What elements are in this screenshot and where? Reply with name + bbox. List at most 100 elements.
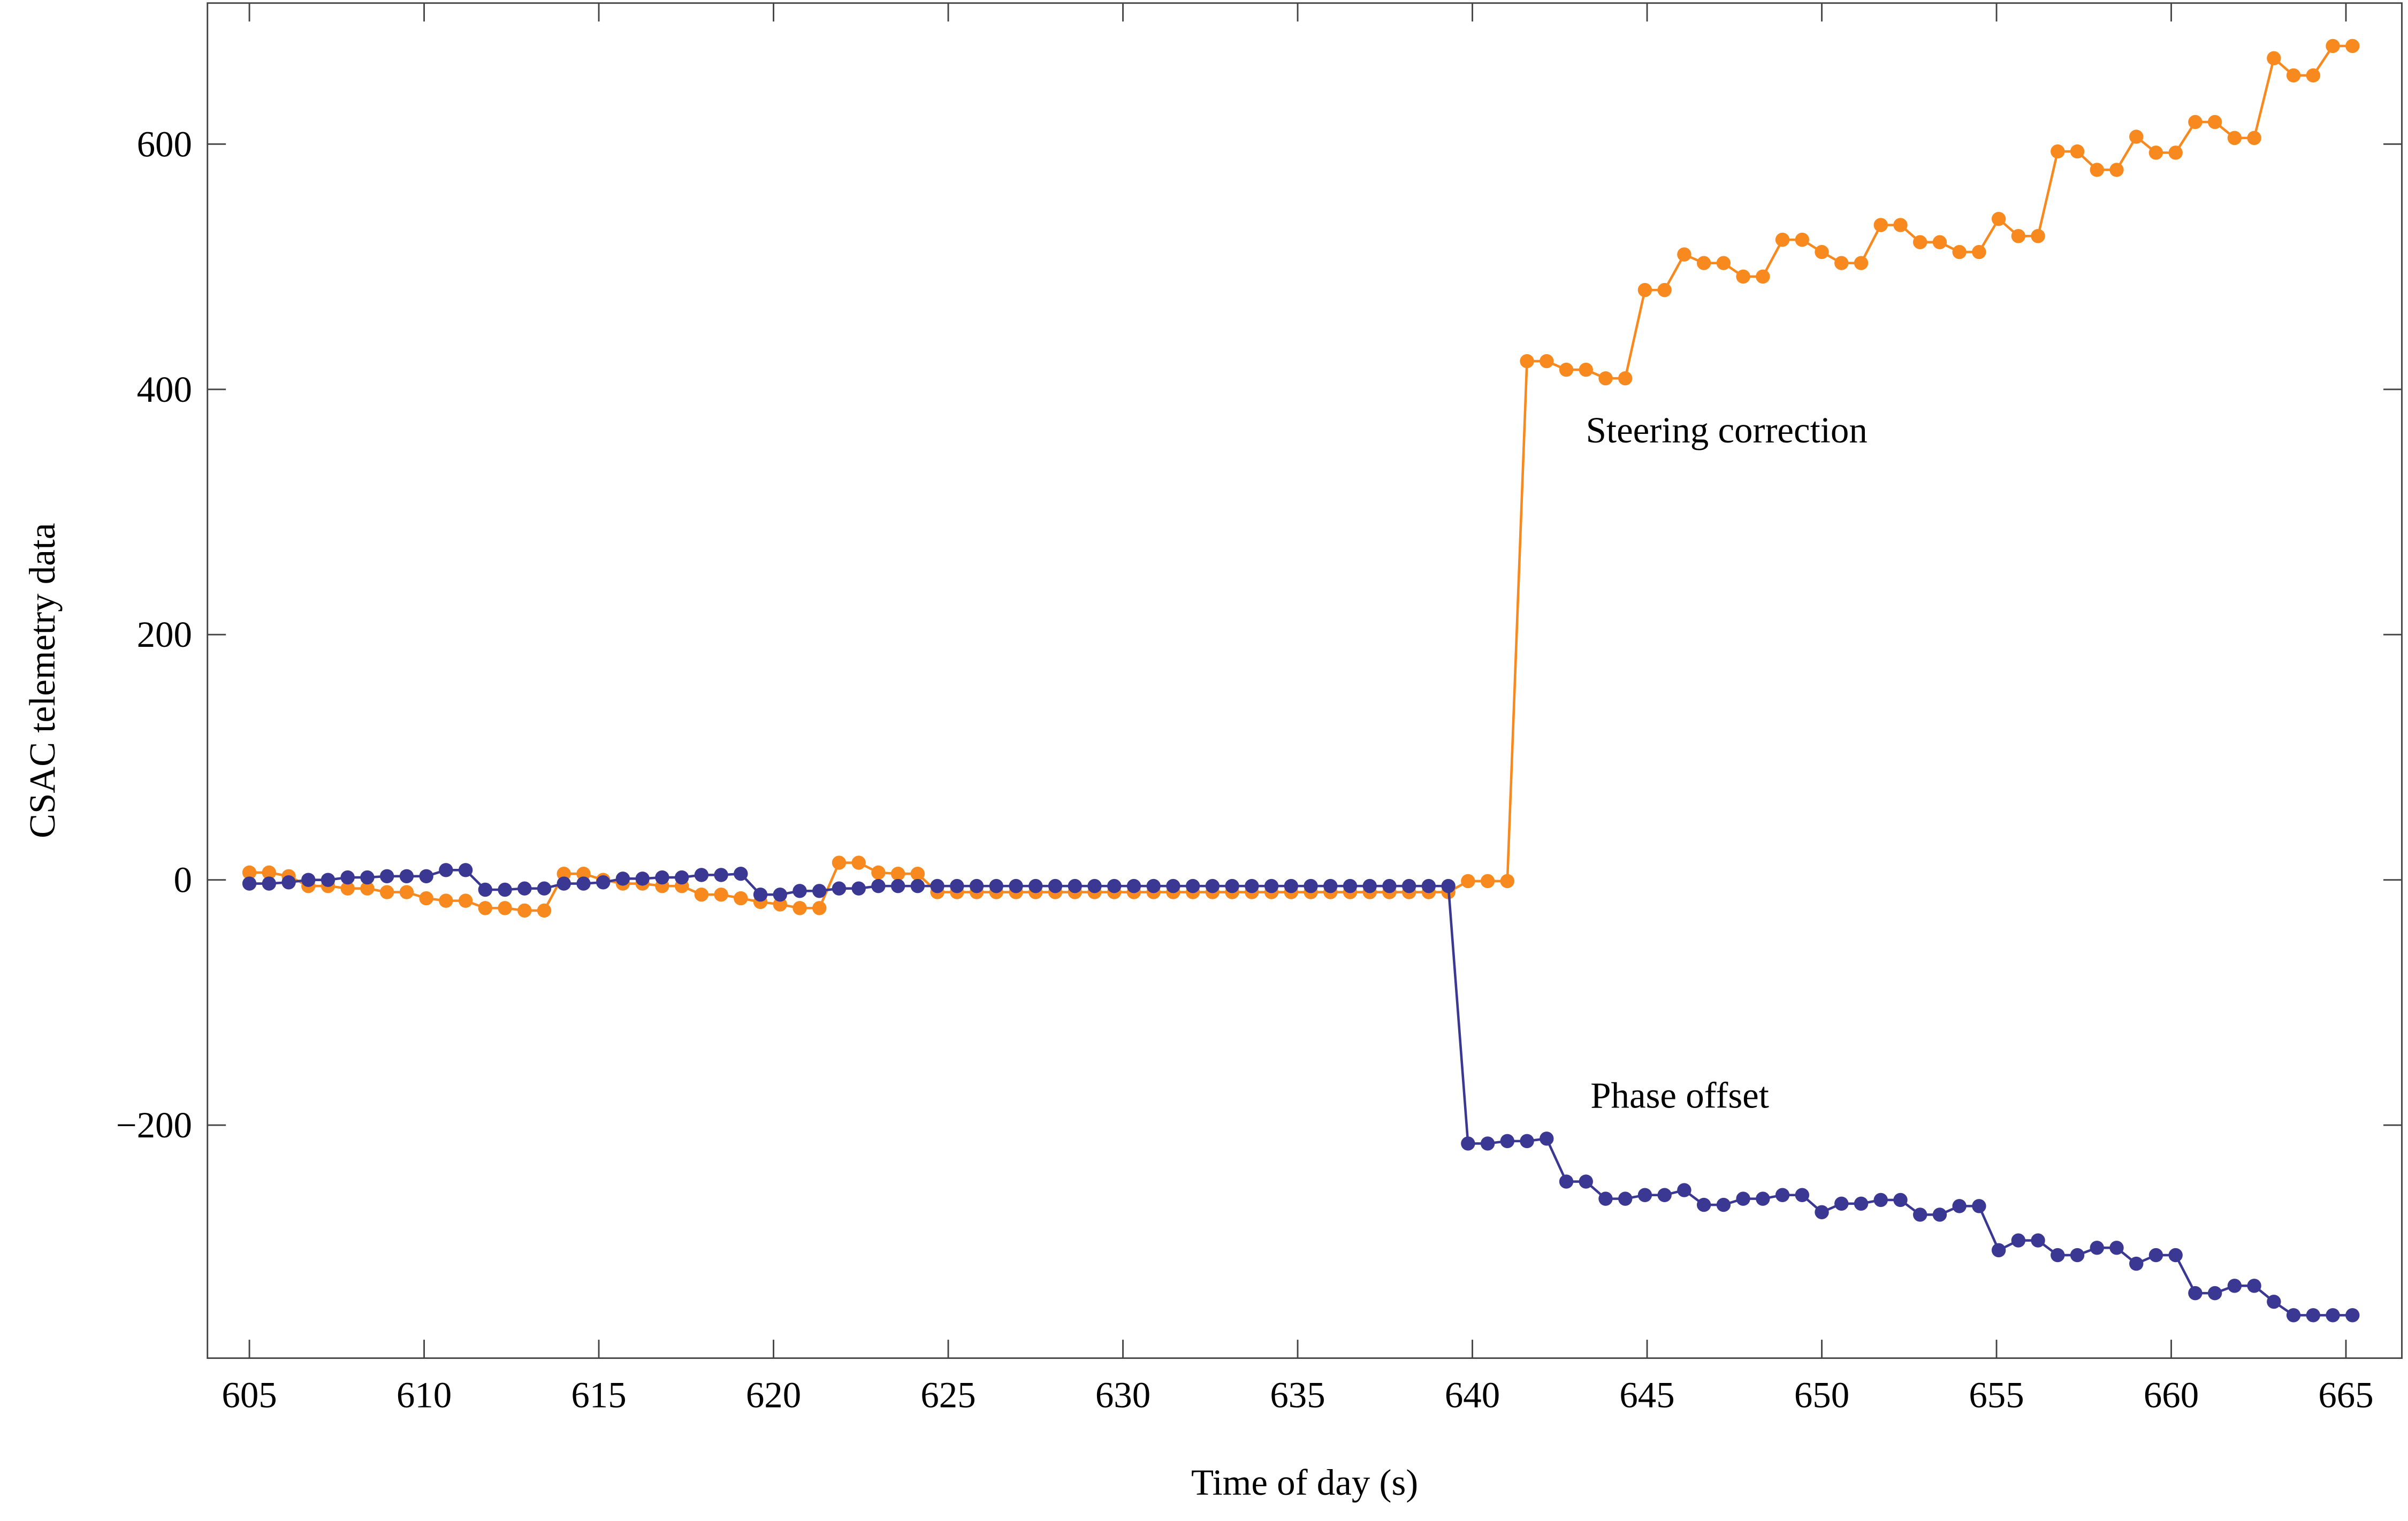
data-point [2148, 1248, 2163, 1263]
data-point [301, 873, 316, 887]
data-point [1598, 1191, 1613, 1206]
data-point [1736, 1191, 1750, 1206]
data-point [2267, 51, 2281, 66]
data-point [1991, 211, 2006, 226]
data-point [1205, 878, 1220, 893]
data-point [1618, 1191, 1633, 1206]
data-point [2326, 1308, 2340, 1323]
data-point [2070, 1248, 2085, 1263]
data-point [615, 872, 630, 886]
data-point [1559, 362, 1574, 377]
data-point [714, 868, 728, 882]
data-point [1893, 1193, 1908, 1207]
x-tick-label: 625 [920, 1374, 976, 1415]
data-point [812, 884, 827, 898]
data-point [1795, 232, 1810, 247]
data-point [262, 876, 276, 891]
data-point [399, 869, 414, 883]
data-point [1579, 362, 1593, 377]
y-tick-label: 200 [137, 614, 192, 655]
x-tick-label: 640 [1445, 1374, 1500, 1415]
x-tick-label: 605 [222, 1374, 277, 1415]
data-point [1637, 1188, 1652, 1202]
data-point [694, 868, 709, 882]
data-point [419, 869, 433, 883]
data-point [2326, 39, 2340, 53]
data-point [498, 901, 512, 915]
data-point [399, 885, 414, 899]
data-point [1540, 1132, 1554, 1146]
data-point [1657, 1188, 1672, 1202]
data-point [517, 881, 532, 896]
data-point [2070, 144, 2085, 159]
data-point [734, 866, 748, 881]
data-point [694, 887, 709, 902]
data-point [1028, 878, 1043, 893]
data-point [930, 878, 944, 893]
data-point [1618, 371, 1633, 386]
data-point [537, 903, 552, 918]
data-point [1696, 256, 1711, 270]
data-point [321, 873, 336, 887]
x-tick-label: 635 [1270, 1374, 1325, 1415]
data-point [1716, 1197, 1731, 1212]
data-point [242, 876, 257, 891]
data-point [2031, 229, 2045, 243]
data-point [950, 878, 964, 893]
x-tick-label: 620 [746, 1374, 801, 1415]
data-point [1677, 247, 1691, 262]
data-point [557, 866, 571, 881]
plot-frame [207, 2, 2403, 1359]
data-point [832, 855, 847, 870]
data-point [1991, 1243, 2006, 1258]
data-point [2129, 1256, 2144, 1271]
data-point [1480, 1136, 1495, 1151]
data-point [2109, 1241, 2124, 1255]
data-point [1087, 878, 1102, 893]
data-point [2188, 114, 2203, 129]
y-tick-label: 400 [137, 369, 192, 410]
data-point [1048, 878, 1063, 893]
data-point [498, 882, 512, 897]
data-point [2247, 131, 2261, 146]
x-tick-label: 645 [1619, 1374, 1674, 1415]
data-point [557, 876, 571, 891]
data-point [2306, 1308, 2321, 1323]
data-point [1834, 256, 1849, 270]
data-point [1756, 269, 1770, 284]
data-point [1657, 282, 1672, 297]
data-point [989, 878, 1004, 893]
data-point [2207, 1286, 2222, 1301]
data-point [1854, 256, 1869, 270]
data-point [340, 881, 355, 896]
data-point [1972, 244, 1986, 259]
data-point [379, 885, 394, 899]
data-point [1873, 218, 1888, 232]
data-point [1540, 354, 1554, 369]
data-point [753, 887, 768, 902]
data-point [1146, 878, 1161, 893]
data-point [2168, 146, 2183, 160]
data-point [1382, 878, 1397, 893]
x-tick-label: 615 [571, 1374, 626, 1415]
data-point [1362, 878, 1377, 893]
data-point [1912, 235, 1927, 249]
data-point [1795, 1188, 1810, 1202]
data-point [360, 881, 375, 896]
x-axis-label: Time of day (s) [1191, 1462, 1418, 1503]
data-point [2247, 1279, 2261, 1293]
data-point [379, 869, 394, 883]
data-point [1421, 878, 1436, 893]
y-axis-label: CSAC telemetry data [22, 523, 63, 838]
data-point [1912, 1207, 1927, 1222]
data-point [2227, 1279, 2242, 1293]
data-point [2345, 1308, 2360, 1323]
data-point [576, 866, 591, 881]
data-point [812, 901, 827, 915]
data-point [439, 863, 453, 877]
data-point [2345, 39, 2360, 53]
annotation: Steering correction [1586, 410, 1868, 450]
data-point [1323, 878, 1338, 893]
